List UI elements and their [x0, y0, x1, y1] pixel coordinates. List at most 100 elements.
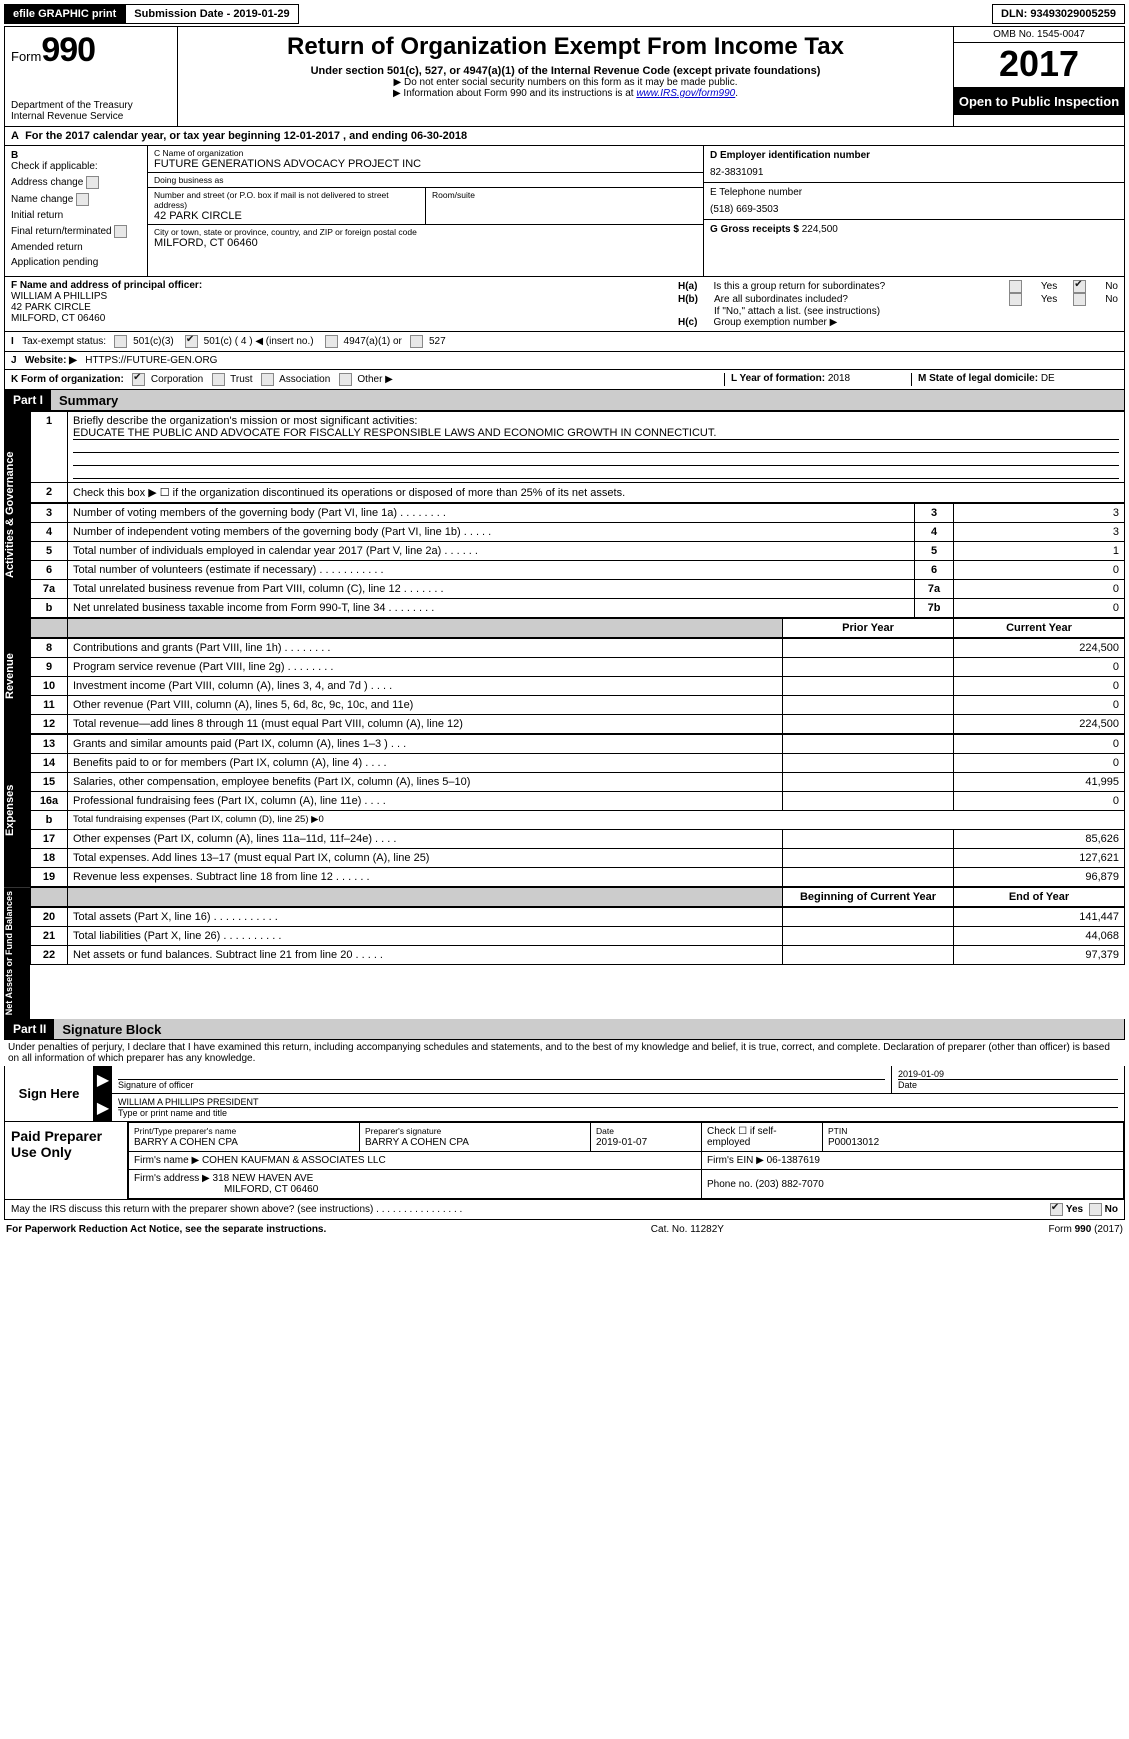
sig-officer-label: Signature of officer: [118, 1080, 193, 1090]
sig-date-value: 2019-01-09: [898, 1069, 1118, 1080]
part1-title: Summary: [51, 393, 118, 408]
501c-checkbox[interactable]: [185, 335, 198, 348]
discuss-no-checkbox[interactable]: [1089, 1203, 1102, 1216]
hb-no-checkbox[interactable]: [1073, 293, 1086, 306]
netassets-header: Beginning of Current Year End of Year: [30, 887, 1125, 907]
firm-name: COHEN KAUFMAN & ASSOCIATES LLC: [202, 1155, 386, 1166]
discuss-yes-checkbox[interactable]: [1050, 1203, 1063, 1216]
tax-exempt-row: I Tax-exempt status: 501(c)(3) 501(c) ( …: [4, 332, 1125, 352]
officer-name-title: WILLIAM A PHILLIPS PRESIDENT: [118, 1097, 1118, 1108]
street-value: 42 PARK CIRCLE: [154, 210, 419, 222]
part2-header: Part II Signature Block: [4, 1019, 1125, 1040]
address-change-checkbox[interactable]: [86, 176, 99, 189]
end-year-header: End of Year: [954, 888, 1125, 907]
row-num: 12: [31, 715, 68, 734]
expense-rows: 13Grants and similar amounts paid (Part …: [30, 734, 1125, 887]
row-num: 8: [31, 639, 68, 658]
open-to-public: Open to Public Inspection: [954, 88, 1124, 115]
irs-link[interactable]: www.IRS.gov/form990: [636, 88, 735, 99]
m-label: M State of legal domicile:: [918, 373, 1038, 384]
netasset-rows: 20Total assets (Part X, line 16) . . . .…: [30, 907, 1125, 965]
sig-date-label: Date: [898, 1080, 917, 1090]
row-num: 15: [31, 773, 68, 792]
hc-label: Group exemption number ▶: [713, 317, 837, 328]
other-checkbox[interactable]: [339, 373, 352, 386]
discuss-row: May the IRS discuss this return with the…: [4, 1200, 1125, 1220]
form-number: Form990: [11, 31, 171, 70]
ha-yes-checkbox[interactable]: [1009, 280, 1022, 293]
ha-no-checkbox[interactable]: [1073, 280, 1086, 293]
l-label: L Year of formation:: [731, 373, 825, 384]
name-change-checkbox[interactable]: [76, 193, 89, 206]
efile-button[interactable]: efile GRAPHIC print: [4, 4, 125, 24]
part2-title: Signature Block: [54, 1022, 161, 1037]
phone-value: (518) 669-3503: [710, 204, 1118, 215]
room-label: Room/suite: [432, 190, 697, 200]
submission-date: Submission Date - 2019-01-29: [125, 4, 298, 24]
paid-preparer-label: Paid Preparer Use Only: [5, 1122, 128, 1199]
footer-cat: Cat. No. 11282Y: [651, 1224, 724, 1235]
org-name-label: C Name of organization: [154, 148, 697, 158]
side-activities: Activities & Governance: [4, 411, 30, 618]
side-revenue: Revenue: [4, 618, 30, 734]
ptin-value: P00013012: [828, 1137, 879, 1148]
officer-city: MILFORD, CT 06460: [11, 313, 105, 324]
form-title: Return of Organization Exempt From Incom…: [188, 33, 943, 61]
preparer-name: BARRY A COHEN CPA: [134, 1137, 238, 1148]
hb-note: If "No," attach a list. (see instruction…: [678, 306, 1118, 317]
footer-right: Form 990 (2017): [1049, 1224, 1123, 1235]
governance-rows: 3Number of voting members of the governi…: [30, 503, 1125, 618]
gross-label: G Gross receipts $: [710, 224, 799, 235]
m-value: DE: [1041, 373, 1055, 384]
self-employed-check[interactable]: Check ☐ if self-employed: [702, 1123, 823, 1152]
form-header: Form990 Department of the Treasury Inter…: [4, 26, 1125, 127]
officer-name: WILLIAM A PHILLIPS: [11, 291, 107, 302]
row-num: 10: [31, 677, 68, 696]
activities-table: 1 Briefly describe the organization's mi…: [30, 411, 1125, 503]
corp-checkbox[interactable]: [132, 373, 145, 386]
name-arrow-icon: ▶: [94, 1094, 112, 1121]
website-value: HTTPS://FUTURE-GEN.ORG: [85, 355, 217, 366]
row-num: 19: [31, 868, 68, 887]
row-num: 21: [31, 927, 68, 946]
part2-bar: Part II: [5, 1019, 54, 1039]
ein-label: D Employer identification number: [710, 150, 1118, 161]
b-label: Check if applicable:: [11, 161, 98, 172]
form-subtitle: Under section 501(c), 527, or 4947(a)(1)…: [188, 65, 943, 77]
side-netassets: Net Assets or Fund Balances: [4, 887, 30, 1019]
row-num: 20: [31, 908, 68, 927]
assoc-checkbox[interactable]: [261, 373, 274, 386]
row-num: 16a: [31, 792, 68, 811]
4947-checkbox[interactable]: [325, 335, 338, 348]
org-name: FUTURE GENERATIONS ADVOCACY PROJECT INC: [154, 158, 697, 170]
website-row: J Website: ▶ HTTPS://FUTURE-GEN.ORG: [4, 352, 1125, 370]
row-a: A For the 2017 calendar year, or tax yea…: [5, 127, 473, 145]
beginning-year-header: Beginning of Current Year: [783, 888, 954, 907]
gross-value: 224,500: [802, 224, 838, 235]
firm-address: 318 NEW HAVEN AVE: [213, 1173, 314, 1184]
501c3-checkbox[interactable]: [114, 335, 127, 348]
part1-header: Part I Summary: [4, 390, 1125, 411]
city-label: City or town, state or province, country…: [154, 227, 697, 237]
trust-checkbox[interactable]: [212, 373, 225, 386]
firm-ein: 06-1387619: [767, 1155, 820, 1166]
mission-label: Briefly describe the organization's miss…: [73, 415, 417, 427]
officer-label: F Name and address of principal officer:: [11, 280, 202, 291]
sign-here-label: Sign Here: [5, 1066, 94, 1121]
type-name-label: Type or print name and title: [118, 1108, 227, 1118]
firm-phone: (203) 882-7070: [755, 1179, 823, 1190]
f-h-block: F Name and address of principal officer:…: [4, 277, 1125, 332]
hb-yes-checkbox[interactable]: [1009, 293, 1022, 306]
firm-city: MILFORD, CT 06460: [134, 1184, 318, 1195]
ein-value: 82-3831091: [710, 167, 1118, 178]
revenue-header: Prior Year Current Year: [30, 618, 1125, 638]
row-num: 14: [31, 754, 68, 773]
527-checkbox[interactable]: [410, 335, 423, 348]
signature-arrow-icon: ▶: [94, 1066, 112, 1093]
final-return-checkbox[interactable]: [114, 225, 127, 238]
preparer-block: Paid Preparer Use Only Print/Type prepar…: [4, 1122, 1125, 1200]
row-num: 13: [31, 735, 68, 754]
officer-street: 42 PARK CIRCLE: [11, 302, 91, 313]
row-num: 22: [31, 946, 68, 965]
dba-label: Doing business as: [154, 175, 697, 185]
